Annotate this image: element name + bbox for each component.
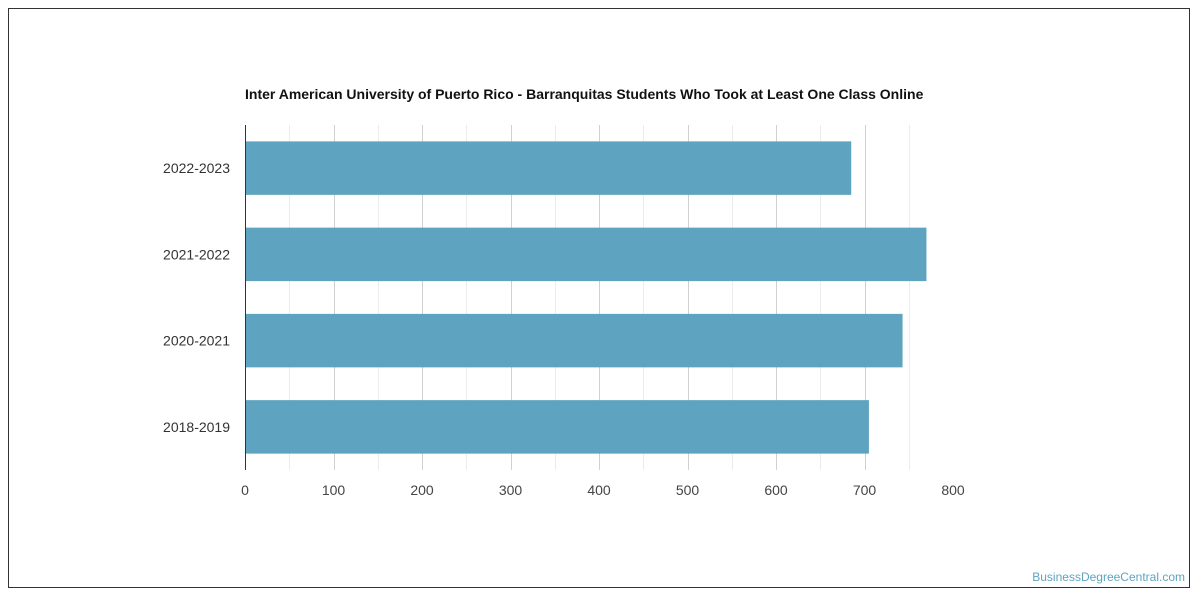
category-label: 2020-2021 — [163, 333, 230, 349]
x-tick-label: 500 — [676, 482, 700, 498]
x-tick-label: 100 — [322, 482, 346, 498]
x-tick-label: 200 — [410, 482, 434, 498]
bar-2022-2023[interactable] — [245, 141, 852, 195]
x-tick-labels: 0 100 200 300 400 500 600 700 800 — [241, 482, 965, 498]
category-label: 2018-2019 — [163, 419, 230, 435]
bars — [245, 141, 927, 454]
bar-2018-2019[interactable] — [245, 400, 869, 454]
x-tick-label: 400 — [587, 482, 611, 498]
bar-2020-2021[interactable] — [245, 313, 903, 368]
category-label: 2021-2022 — [163, 246, 230, 262]
chart-title: Inter American University of Puerto Rico… — [245, 86, 924, 102]
x-tick-label: 300 — [499, 482, 523, 498]
bar-2021-2022[interactable] — [245, 227, 927, 282]
x-tick-label: 600 — [764, 482, 788, 498]
x-tick-label: 0 — [241, 482, 249, 498]
x-tick-label: 800 — [941, 482, 965, 498]
category-labels: 2022-2023 2021-2022 2020-2021 2018-2019 — [163, 160, 230, 435]
x-tick-label: 700 — [853, 482, 877, 498]
watermark: BusinessDegreeCentral.com — [1032, 570, 1185, 584]
category-label: 2022-2023 — [163, 160, 230, 176]
